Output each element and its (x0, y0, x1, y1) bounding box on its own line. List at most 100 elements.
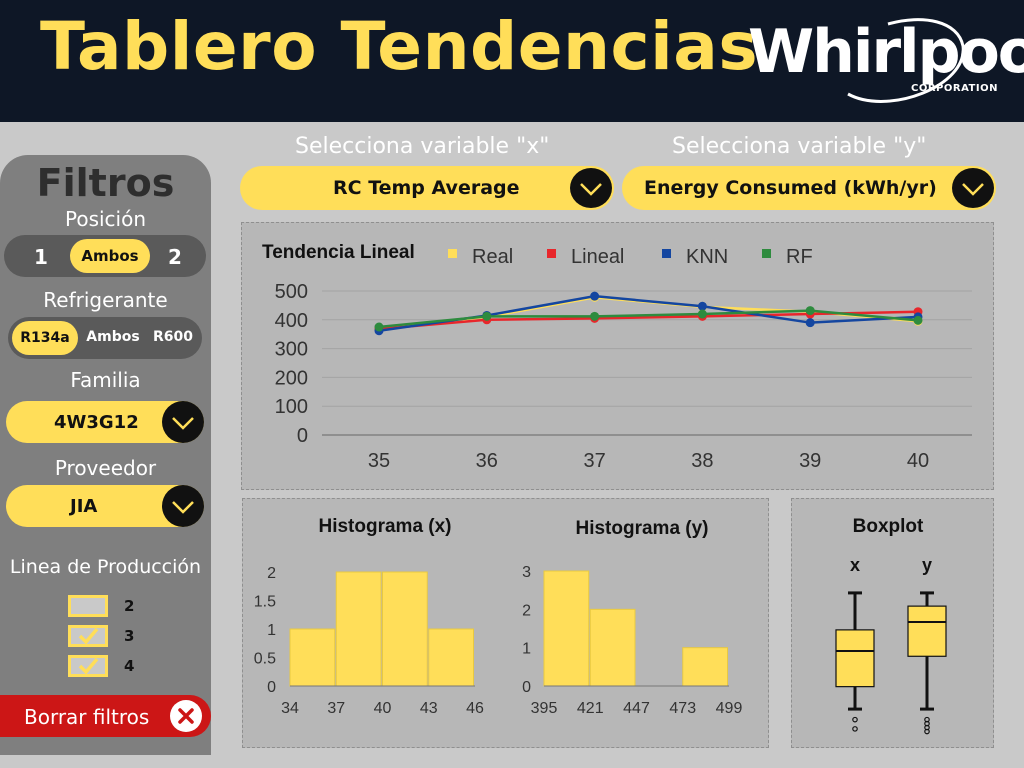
data-point (374, 322, 384, 332)
data-point (913, 315, 923, 325)
line-chart-panel: Tendencia Lineal Real Lineal KNN RF 0 100 200 30… (241, 222, 994, 490)
x-variable-label: Selecciona variable "x" (295, 134, 550, 159)
familia-dropdown[interactable]: 4W3G12 (6, 401, 204, 443)
linea-checkbox-label: 2 (124, 597, 135, 615)
y-tick-label: 300 (275, 339, 308, 361)
histogram-bar (682, 647, 728, 687)
x-tick-label: 395 (531, 700, 558, 717)
x-tick-label: 43 (420, 700, 438, 717)
refrigerante-option-r134a[interactable]: R134a (12, 321, 78, 355)
series-line (378, 310, 919, 331)
proveedor-value: JIA (70, 496, 98, 517)
series-line (378, 309, 919, 329)
checkmark-icon (78, 657, 99, 675)
linea-checkbox-2[interactable] (68, 595, 108, 617)
outlier-point (852, 726, 858, 732)
clear-filters-label: Borrar filtros (24, 705, 150, 729)
y-tick-label: 1.5 (254, 594, 276, 611)
posicion-label: Posición (64, 207, 147, 231)
outlier-point (852, 716, 858, 723)
refrigerante-option-ambos[interactable]: Ambos (86, 329, 140, 345)
boxplot-category-label: x (850, 555, 860, 575)
data-point (590, 291, 600, 301)
x-tick-label: 37 (583, 450, 605, 472)
filters-title: Filtros (36, 161, 175, 205)
data-point (590, 311, 600, 321)
x-tick-label: 40 (907, 450, 929, 472)
x-tick-label: 473 (669, 700, 696, 717)
histogram-charts: Histograma (x) 0 0.5 1 1.5 2 34 37 40 43 46 Histogr… (254, 516, 743, 717)
header-bar: Tablero Tendencias Whirlpool CORPORATION (0, 0, 1024, 122)
refrigerante-option-r600[interactable]: R600 (152, 329, 193, 345)
x-variable-dropdown[interactable]: RC Temp Average (240, 166, 614, 210)
x-tick-label: 499 (716, 700, 743, 717)
histogram-bar (382, 571, 428, 687)
close-icon[interactable] (170, 700, 202, 732)
histogram-panel: Histograma (x) 0 0.5 1 1.5 2 34 37 40 43 46 Histogr… (242, 498, 769, 748)
y-tick-label: 0 (297, 425, 308, 447)
y-variable-label: Selecciona variable "y" (672, 134, 927, 159)
y-tick-label: 0 (267, 679, 276, 696)
histogram-bar (335, 571, 382, 687)
y-tick-label: 100 (275, 396, 308, 418)
box (907, 605, 947, 657)
page-title: Tablero Tendencias (40, 8, 759, 85)
legend-swatch (448, 249, 457, 258)
y-tick-label: 1 (267, 622, 276, 639)
refrigerante-toggle: R134a Ambos R600 (8, 317, 202, 359)
histogram-bar (543, 570, 590, 687)
y-variable-dropdown[interactable]: Energy Consumed (kWh/yr) (622, 166, 996, 210)
data-point (805, 318, 815, 328)
x-tick-label: 46 (466, 700, 484, 717)
posicion-option-ambos[interactable]: Ambos (70, 239, 150, 273)
data-point (697, 309, 707, 319)
y-tick-label: 0 (522, 679, 531, 696)
legend-label: KNN (686, 246, 728, 268)
logo-subtitle: CORPORATION (911, 83, 998, 94)
boxplot-chart: Boxplot x y (835, 516, 947, 735)
y-tick-label: 1 (522, 641, 531, 658)
checkmark-icon (78, 627, 99, 645)
posicion-toggle: 1 Ambos 2 (4, 235, 206, 277)
x-tick-label: 36 (476, 450, 498, 472)
legend-label: Real (472, 246, 513, 268)
posicion-option-2[interactable]: 2 (168, 245, 182, 269)
y-variable-value: Energy Consumed (kWh/yr) (644, 177, 937, 199)
y-tick-label: 3 (522, 564, 531, 581)
y-tick-label: 2 (267, 565, 276, 582)
line-chart-title: Tendencia Lineal (262, 242, 415, 263)
data-point (697, 301, 707, 311)
linea-checkbox-3[interactable] (68, 625, 108, 647)
boxplot-panel: Boxplot x y (791, 498, 994, 748)
y-tick-label: 0.5 (254, 651, 276, 668)
proveedor-dropdown[interactable]: JIA (6, 485, 204, 527)
chevron-down-icon[interactable] (162, 485, 204, 527)
legend-label: Lineal (571, 246, 624, 268)
histogram-bar (289, 628, 336, 687)
y-tick-label: 500 (275, 281, 308, 303)
chevron-down-icon[interactable] (570, 168, 612, 208)
posicion-option-1[interactable]: 1 (34, 245, 48, 269)
x-tick-label: 37 (327, 700, 345, 717)
chevron-down-icon[interactable] (952, 168, 994, 208)
refrigerante-label: Refrigerante (43, 288, 168, 312)
x-tick-label: 35 (368, 450, 390, 472)
linea-checkbox-label: 3 (124, 627, 135, 645)
histogram-title: Histograma (y) (575, 518, 708, 539)
boxplot-category-label: y (922, 555, 932, 575)
x-tick-label: 421 (577, 700, 604, 717)
clear-filters-button[interactable]: Borrar filtros (0, 695, 211, 737)
x-tick-label: 34 (281, 700, 299, 717)
line-chart: Tendencia Lineal Real Lineal KNN RF 0 100 200 30… (262, 242, 972, 472)
x-tick-label: 447 (623, 700, 650, 717)
familia-value: 4W3G12 (54, 412, 139, 433)
linea-checkbox-4[interactable] (68, 655, 108, 677)
y-tick-label: 400 (275, 310, 308, 332)
logo-wordmark: Whirlpool (748, 17, 1024, 87)
linea-produccion-label: Linea de Producción (9, 556, 202, 578)
x-tick-label: 39 (799, 450, 821, 472)
filters-sidebar: Filtros Posición 1 Ambos 2 Refrigerante … (0, 155, 211, 755)
chevron-down-icon[interactable] (162, 401, 204, 443)
outlier-point (924, 728, 930, 735)
legend-label: RF (786, 246, 813, 268)
